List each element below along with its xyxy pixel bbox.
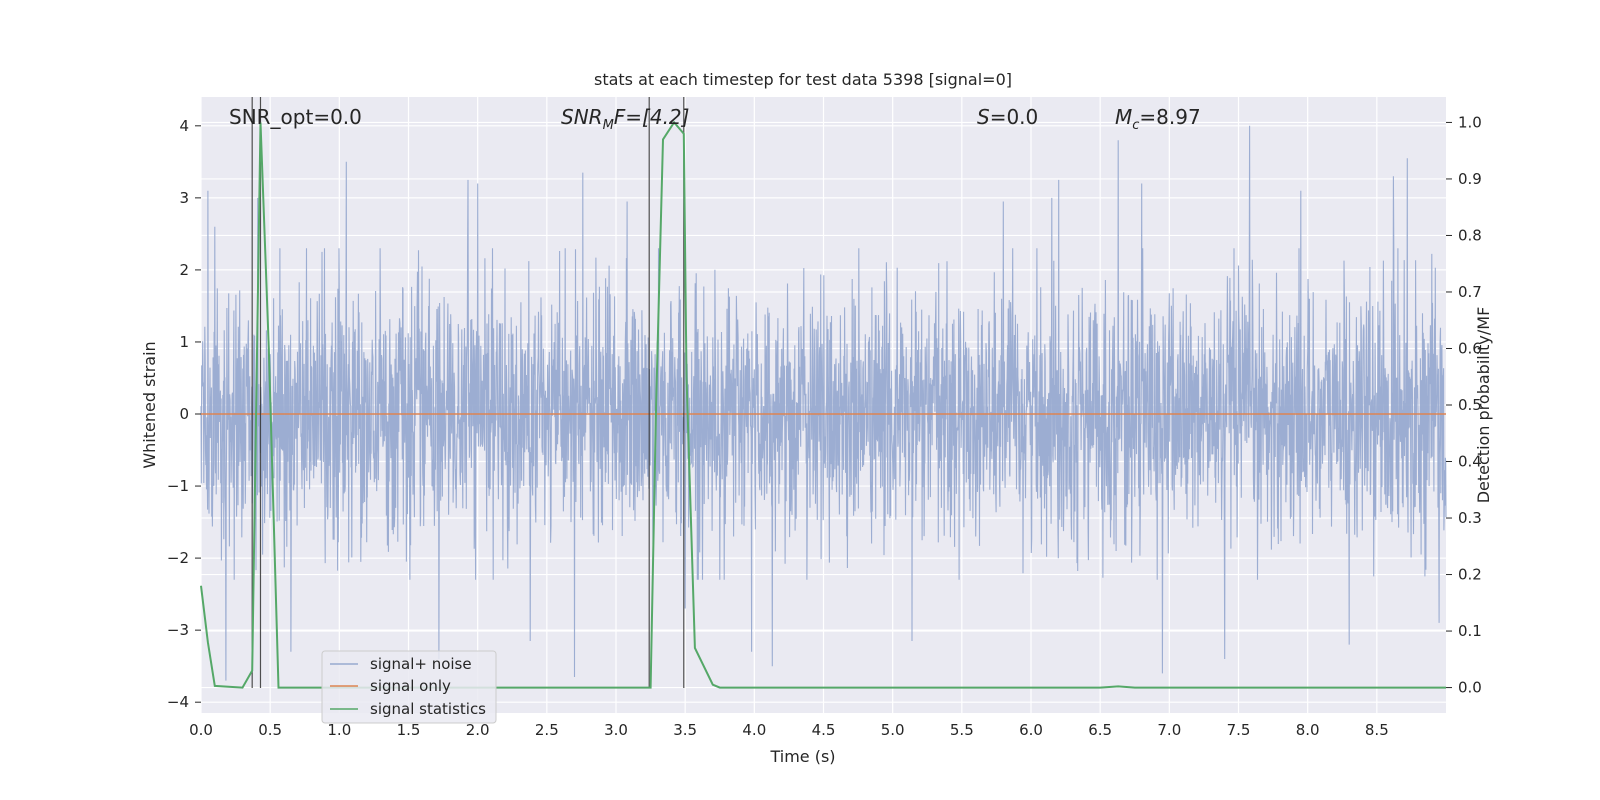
legend-label-signal-statistics: signal statistics <box>370 700 486 718</box>
x-tick-label: 4.0 <box>742 721 766 739</box>
annotation-s: S=0.0 <box>977 105 1038 129</box>
y2-tick-label: 0.3 <box>1458 509 1482 527</box>
series-signal-statistics <box>200 120 1446 689</box>
x-tick-label: 2.5 <box>535 721 559 739</box>
x-tick-label: 8.5 <box>1365 721 1389 739</box>
x-tick-label: 2.0 <box>466 721 490 739</box>
mc-var: M <box>1115 105 1132 129</box>
y2-tick-label: 0.6 <box>1458 339 1482 357</box>
annotation-snr-mf: SNRMF=[4.2] <box>561 105 689 133</box>
x-tick-label: 5.5 <box>950 721 974 739</box>
y-tick-label: −2 <box>167 549 189 567</box>
y-tick-label: 4 <box>179 117 189 135</box>
x-tick-label: 8.0 <box>1296 721 1320 739</box>
series-signal-noise <box>200 125 1447 681</box>
y-tick-label: −4 <box>167 693 189 711</box>
legend-label-signal-only: signal only <box>370 677 451 695</box>
y2-tick-label: 0.7 <box>1458 283 1482 301</box>
y-tick-label: 3 <box>179 189 189 207</box>
legend-box <box>321 650 497 724</box>
x-tick-label: 0.5 <box>258 721 282 739</box>
snr-mf-tail: F=[4.2] <box>614 105 690 129</box>
y2-tick-label: 0.1 <box>1458 622 1482 640</box>
y2-axis-label: Detection probability/MF <box>1474 307 1493 504</box>
y-tick-label: −1 <box>167 477 189 495</box>
y2-tick-label: 0.9 <box>1458 170 1482 188</box>
snr-mf-main: SNR <box>561 105 603 129</box>
x-axis-ticks: 0.0 0.5 1.0 1.5 2.0 2.5 3.0 3.5 4.0 4.5 5.0 5.5 6.0 6… <box>189 721 1389 739</box>
y2-tick-label: 0.4 <box>1458 453 1482 471</box>
x-tick-label: 1.0 <box>327 721 351 739</box>
mc-rest: =8.97 <box>1139 105 1200 129</box>
x-tick-label: 6.0 <box>1019 721 1043 739</box>
x-tick-label: 5.0 <box>881 721 905 739</box>
snr-mf-subscript: M <box>603 118 614 133</box>
legend-label-signal-noise: signal+ noise <box>370 655 472 673</box>
s-var: S <box>977 105 990 129</box>
x-tick-label: 3.5 <box>673 721 697 739</box>
x-tick-label: 7.0 <box>1157 721 1181 739</box>
y-axis-right-ticks: 1.0 0.9 0.8 0.7 0.6 0.5 0.4 0.3 0.2 0.1 0.0 <box>1446 113 1482 697</box>
s-rest: =0.0 <box>990 105 1039 129</box>
x-tick-label: 6.5 <box>1088 721 1112 739</box>
x-tick-label: 0.0 <box>189 721 213 739</box>
y-tick-label: 0 <box>179 405 189 423</box>
y-tick-label: 1 <box>179 333 189 351</box>
y-axis-label: Whitened strain <box>140 341 159 468</box>
x-tick-label: 4.5 <box>812 721 836 739</box>
vertical-markers <box>251 97 685 688</box>
y2-tick-label: 0.8 <box>1458 226 1482 244</box>
y-tick-label: −3 <box>167 621 189 639</box>
y-axis-left-ticks: 4 3 2 1 0 −1 −2 −3 −4 <box>167 117 201 711</box>
y2-tick-label: 0.2 <box>1458 566 1482 584</box>
mc-subscript: c <box>1132 118 1139 133</box>
statistics-line <box>200 120 1446 689</box>
chart-title: stats at each timestep for test data 539… <box>594 70 1012 89</box>
x-tick-label: 1.5 <box>397 721 421 739</box>
y2-tick-label: 0.0 <box>1458 679 1482 697</box>
annotation-mc: Mc=8.97 <box>1115 105 1201 133</box>
x-axis-label: Time (s) <box>769 747 835 766</box>
legend: signal+ noise signal only signal statist… <box>321 650 497 724</box>
y2-tick-label: 0.5 <box>1458 396 1482 414</box>
x-tick-label: 3.0 <box>604 721 628 739</box>
noise-trace <box>200 125 1447 681</box>
y2-tick-label: 1.0 <box>1458 113 1482 131</box>
annotation-snr-opt: SNR_opt=0.0 <box>229 105 362 129</box>
y-tick-label: 2 <box>179 261 189 279</box>
x-tick-label: 7.5 <box>1227 721 1251 739</box>
